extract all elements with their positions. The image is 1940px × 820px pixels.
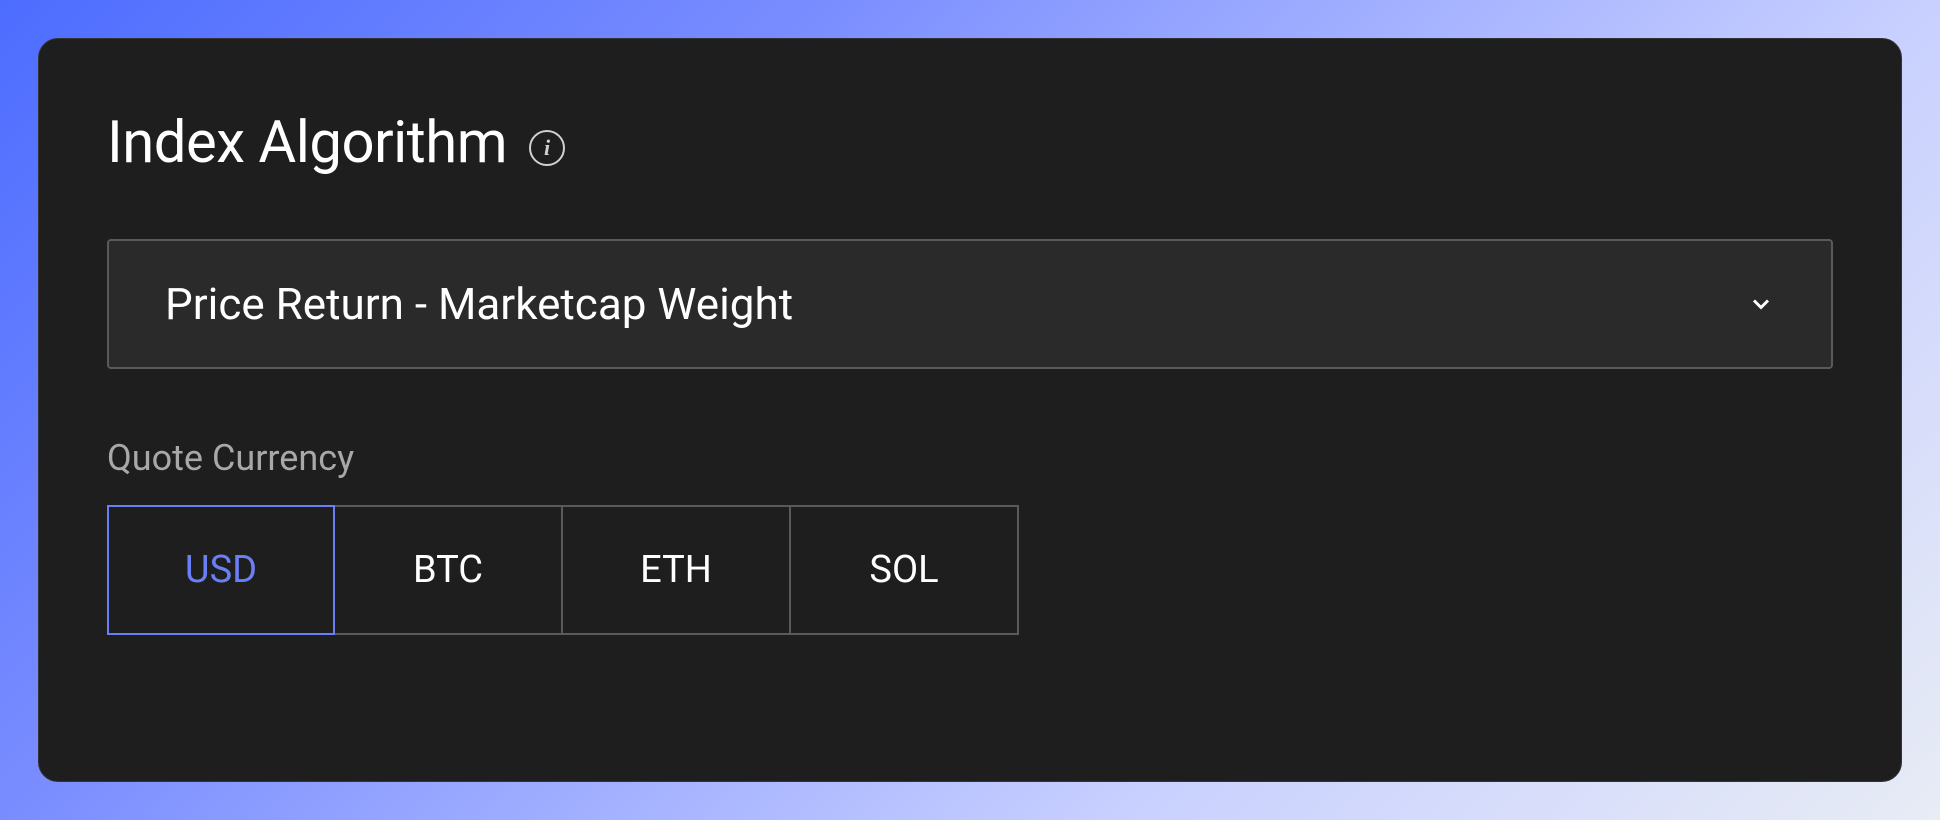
dropdown-selected-text: Price Return - Marketcap Weight (165, 278, 793, 330)
card-title: Index Algorithm (107, 109, 507, 177)
title-row: Index Algorithm i (107, 109, 1833, 177)
info-icon[interactable]: i (529, 130, 565, 166)
chevron-down-icon (1747, 290, 1775, 318)
quote-currency-option-sol[interactable]: SOL (791, 505, 1019, 635)
algorithm-dropdown[interactable]: Price Return - Marketcap Weight (107, 239, 1833, 369)
index-algorithm-card: Index Algorithm i Price Return - Marketc… (38, 38, 1902, 782)
quote-currency-label: Quote Currency (107, 437, 1833, 479)
quote-currency-option-eth[interactable]: ETH (563, 505, 791, 635)
quote-currency-option-btc[interactable]: BTC (335, 505, 563, 635)
quote-currency-segmented: USD BTC ETH SOL (107, 505, 1833, 635)
quote-currency-option-usd[interactable]: USD (107, 505, 335, 635)
